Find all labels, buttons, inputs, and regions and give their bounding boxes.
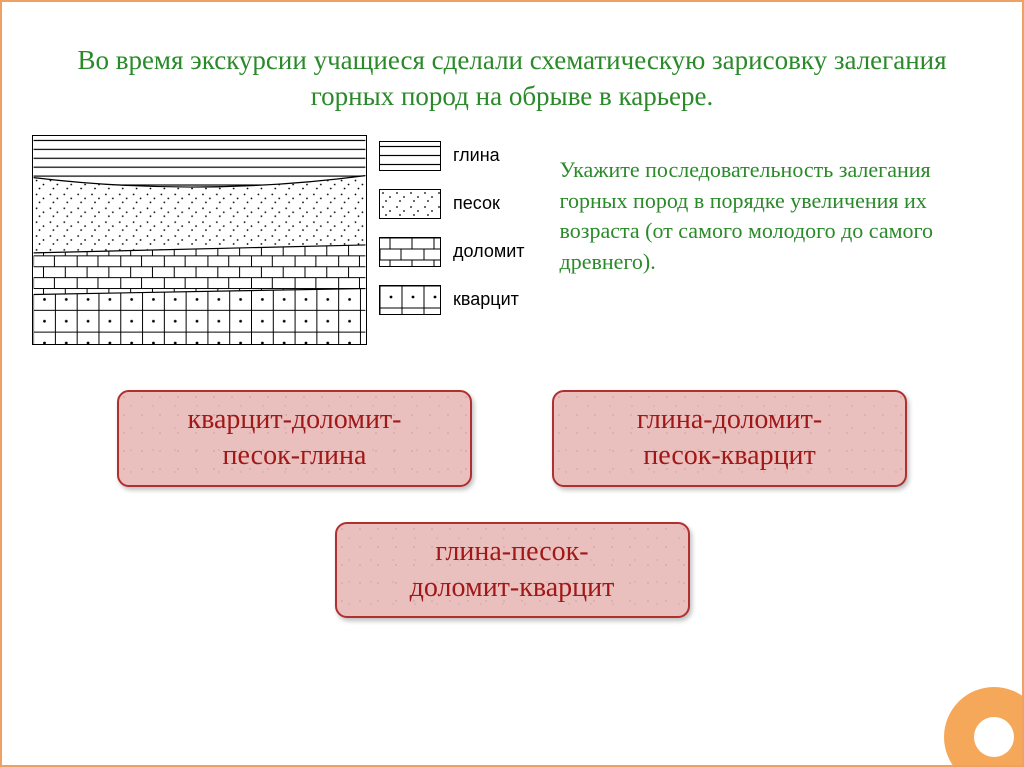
legend-item-clay: глина: [379, 141, 525, 171]
answer-line: песок-кварцит: [643, 438, 816, 474]
answer-line: доломит-кварцит: [410, 570, 615, 606]
swatch-clay: [379, 141, 441, 171]
answer-line: песок-глина: [223, 438, 367, 474]
legend-label: песок: [453, 193, 500, 214]
title-text: Во время экскурсии учащиеся сделали схем…: [77, 45, 946, 111]
corner-decor-icon: [912, 655, 1022, 765]
legend: глина песок доломит кварцит: [379, 135, 525, 315]
legend-item-quartzite: кварцит: [379, 285, 525, 315]
answer-option-3[interactable]: глина-песок- доломит-кварцит: [335, 522, 690, 619]
legend-label: глина: [453, 145, 500, 166]
swatch-dolomite: [379, 237, 441, 267]
swatch-quartzite: [379, 285, 441, 315]
answers-row-1: кварцит-доломит- песок-глина глина-долом…: [62, 390, 962, 487]
legend-item-dolomite: доломит: [379, 237, 525, 267]
answer-option-1[interactable]: кварцит-доломит- песок-глина: [117, 390, 472, 487]
strata-diagram: [32, 135, 367, 345]
question-title: Во время экскурсии учащиеся сделали схем…: [2, 2, 1022, 135]
answers-row-2: глина-песок- доломит-кварцит: [62, 522, 962, 619]
answers-area: кварцит-доломит- песок-глина глина-долом…: [2, 345, 1022, 619]
answer-line: кварцит-доломит-: [188, 402, 402, 438]
instruction-text: Укажите последовательность залегания гор…: [525, 135, 992, 278]
legend-item-sand: песок: [379, 189, 525, 219]
swatch-sand: [379, 189, 441, 219]
diagram-area: глина песок доломит кварцит: [32, 135, 525, 345]
legend-label: кварцит: [453, 289, 519, 310]
legend-label: доломит: [453, 241, 525, 262]
answer-line: глина-доломит-: [637, 402, 822, 438]
middle-row: глина песок доломит кварцит Укажите посл…: [2, 135, 1022, 345]
answer-option-2[interactable]: глина-доломит- песок-кварцит: [552, 390, 907, 487]
answer-line: глина-песок-: [435, 534, 588, 570]
